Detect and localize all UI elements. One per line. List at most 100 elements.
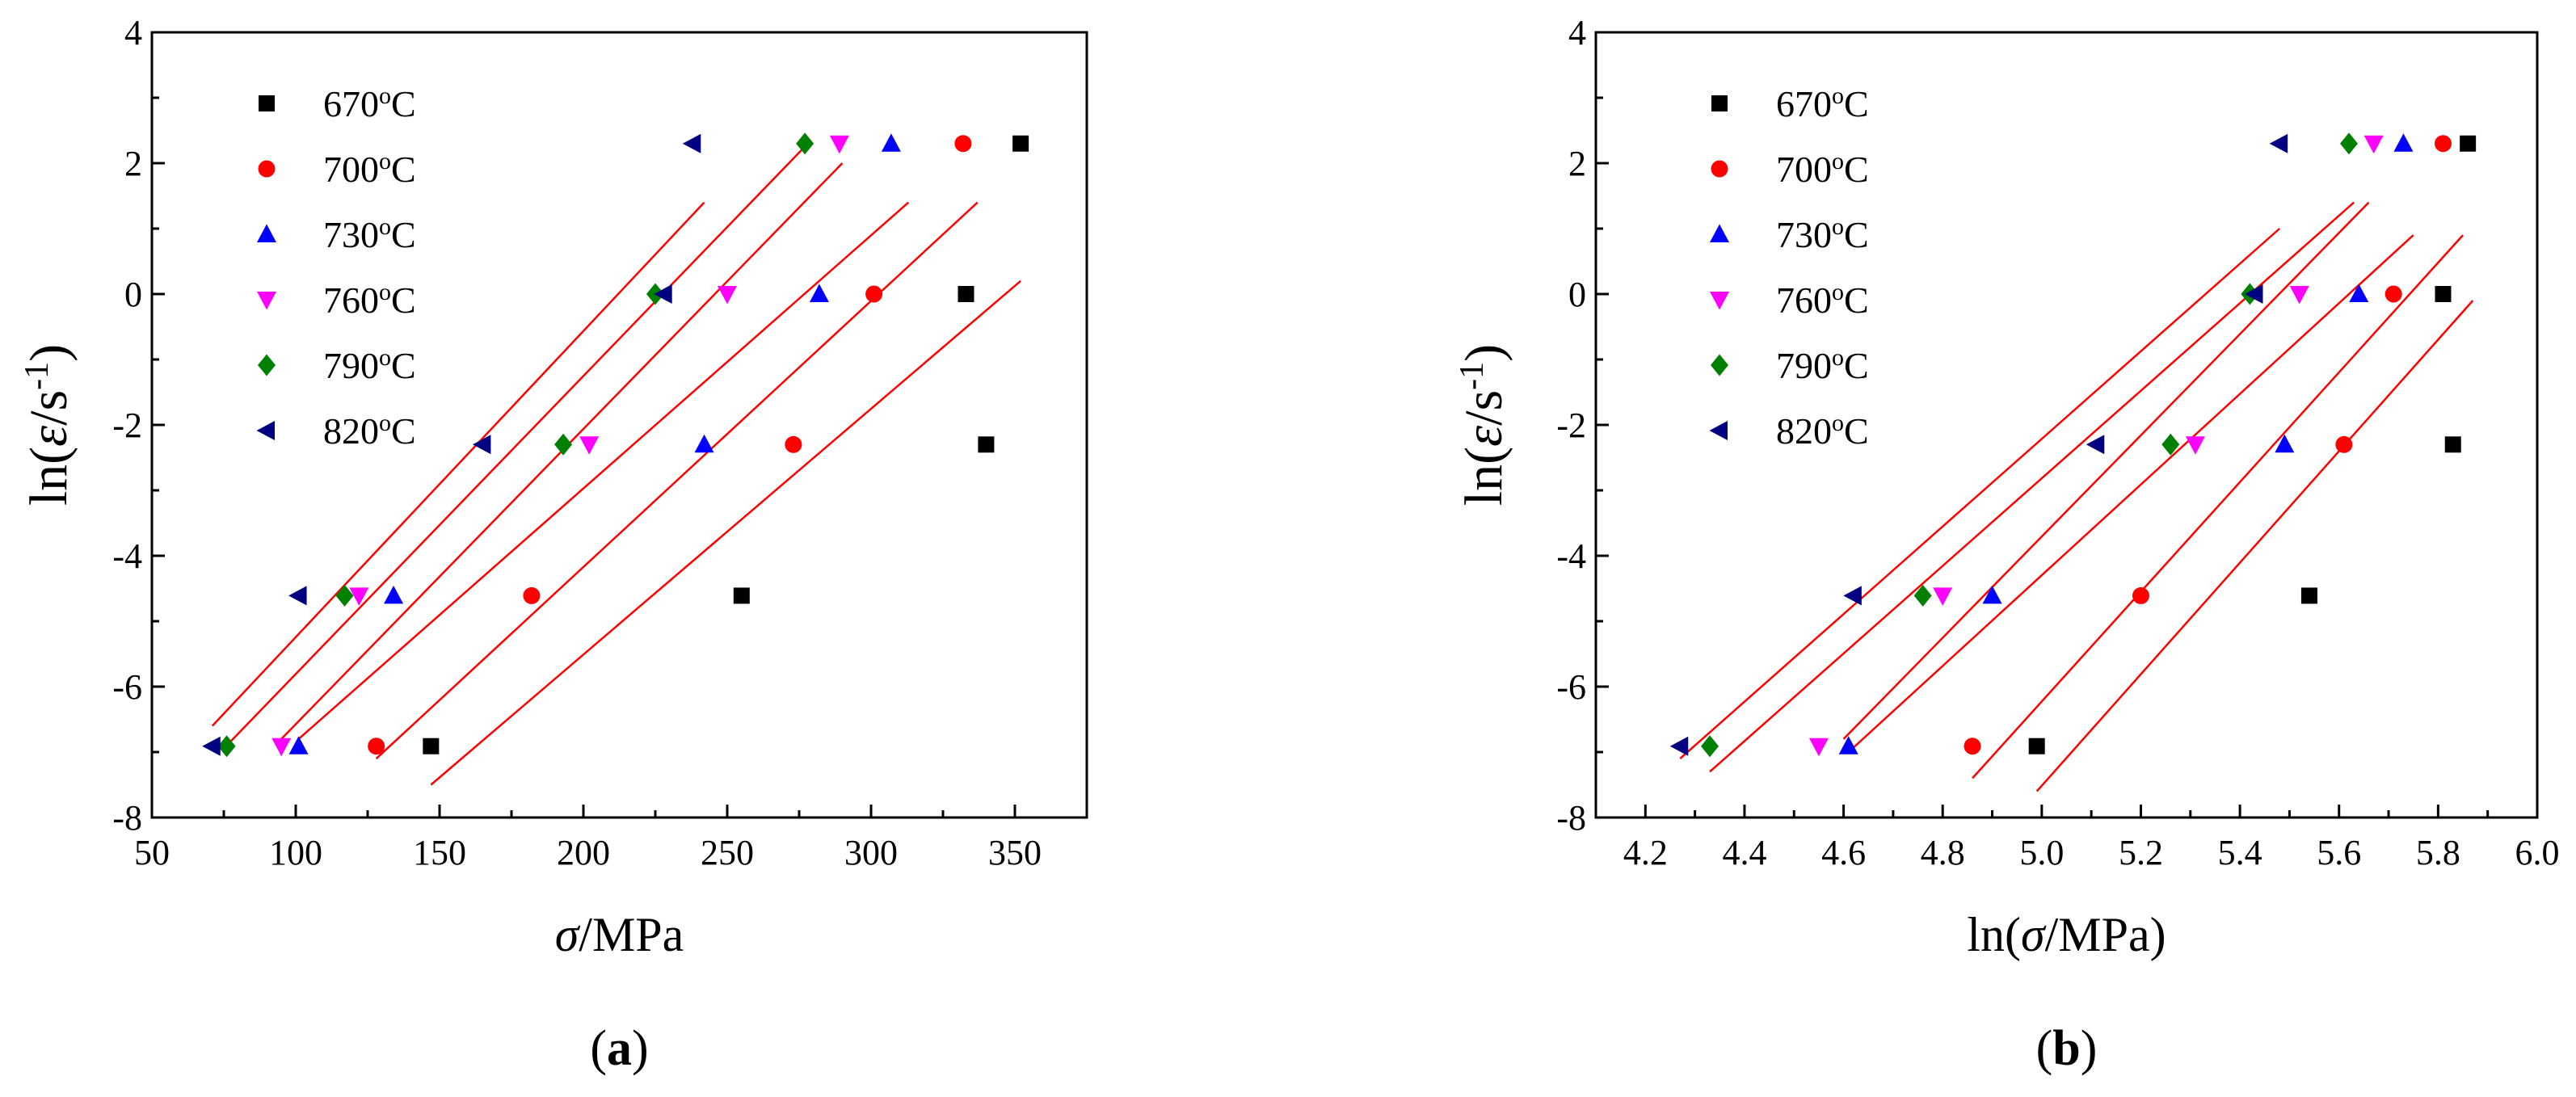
data-point-730 [694,434,714,453]
legend-marker-790 [1711,354,1728,376]
data-point-820 [1669,736,1689,756]
data-point-820 [2245,284,2263,304]
legend-label-670: 670oC [323,82,416,125]
x-axis-title: σ/MPa [555,908,684,961]
data-point-700 [2132,586,2149,604]
legend-marker-820 [256,421,275,440]
legend-label-790: 790oC [323,344,416,387]
y-tick-label: -6 [1556,667,1586,707]
data-point-820 [202,736,221,756]
legend-label-730: 730oC [323,213,416,256]
legend-label-700: 700oC [323,148,416,191]
data-point-760 [349,587,369,606]
fit-line-700 [375,201,979,760]
data-point-700 [2335,435,2353,453]
x-tick-label: 50 [134,833,170,872]
y-tick-label: -2 [1556,406,1586,445]
data-point-730 [2393,133,2414,152]
data-point-700 [2384,285,2402,303]
x-tick-label: 250 [701,833,754,872]
fit-line-670 [2035,300,2474,792]
data-point-730 [1838,736,1858,754]
x-axis-title: ln(σ/MPa) [1967,908,2166,961]
y-tick-label: 2 [124,144,142,183]
legend-label-820: 820oC [323,410,416,452]
y-tick-label: -8 [112,798,142,838]
legend-marker-730 [1710,224,1729,242]
data-point-790 [796,132,814,155]
y-tick-label: 4 [124,13,142,53]
data-point-790 [2161,433,2180,456]
legend-label-700: 700oC [1776,148,1869,191]
x-tick-label: 4.4 [1722,833,1766,872]
data-point-790 [1701,735,1719,758]
x-tick-label: 300 [844,833,898,872]
y-tick-label: 0 [1568,275,1586,314]
y-tick-label: -4 [112,536,142,576]
panel-label: (a) [590,1021,648,1076]
data-point-730 [384,585,404,604]
data-point-730 [288,736,309,754]
data-point-730 [1982,585,2002,604]
legend-marker-700 [258,160,276,178]
fit-line-730 [1847,234,2414,753]
x-tick-label: 200 [557,833,610,872]
data-point-820 [682,133,701,153]
legend-marker-760 [1710,292,1729,310]
data-point-700 [1964,738,1981,755]
data-point-700 [523,586,541,604]
fit-line-730 [297,201,910,740]
legend-marker-670 [259,95,275,111]
x-tick-label: 150 [413,833,466,872]
data-point-670 [2435,286,2452,302]
data-point-700 [368,738,385,755]
fit-line-670 [430,280,1021,786]
y-tick-label: -6 [112,667,142,707]
y-tick-label: -4 [1556,536,1586,576]
legend-marker-670 [1711,95,1728,111]
data-point-730 [881,133,901,152]
data-point-760 [1933,587,1953,606]
legend-marker-700 [1711,160,1728,178]
y-axis-title: ln(ε/s-1) [1454,344,1513,506]
x-tick-label: 5.2 [2119,833,2163,872]
panel-label: (b) [2036,1021,2098,1076]
legend-label-760: 760oC [323,279,416,322]
x-tick-label: 6.0 [2515,833,2560,872]
data-point-670 [978,436,995,453]
data-point-760 [718,286,737,305]
legend-label-670: 670oC [1776,82,1869,125]
data-point-730 [809,284,829,302]
data-point-790 [554,433,573,456]
legend-marker-760 [257,292,276,310]
data-point-790 [2340,132,2358,155]
x-tick-label: 5.6 [2317,833,2361,872]
data-point-790 [217,735,236,758]
legend-marker-790 [258,354,276,376]
data-point-820 [2269,133,2288,153]
y-tick-label: 4 [1568,13,1586,53]
legend-label-790: 790oC [1776,344,1869,387]
data-point-760 [2185,436,2205,455]
data-point-760 [1808,738,1829,757]
chart-panel-a: 50 100 150 200 250 300 350 -8 -6 -4 -2 0 2 4 670oC 700o… [19,13,1088,1076]
chart-panel-b: 4.2 4.4 4.6 4.8 5.0 5.2 5.4 5.6 5.8 6.0 -8 -6 -4 -2 0 2… [1454,13,2560,1076]
data-point-730 [2349,284,2369,302]
fit-line-760 [1842,201,2370,740]
fit-line-790 [225,142,809,746]
data-point-670 [733,587,750,604]
y-tick-label: 0 [124,275,142,314]
data-point-760 [2363,135,2384,154]
data-point-670 [423,738,440,754]
plot-frame [150,31,1088,819]
x-tick-label: 100 [269,833,322,872]
data-point-820 [2086,435,2105,455]
data-point-820 [1843,586,1862,606]
fit-line-820 [211,201,705,727]
x-tick-label: 350 [988,833,1042,872]
data-point-820 [288,586,307,606]
y-tick-label: -2 [112,406,142,445]
data-point-730 [2275,434,2295,453]
data-point-670 [2444,436,2461,453]
